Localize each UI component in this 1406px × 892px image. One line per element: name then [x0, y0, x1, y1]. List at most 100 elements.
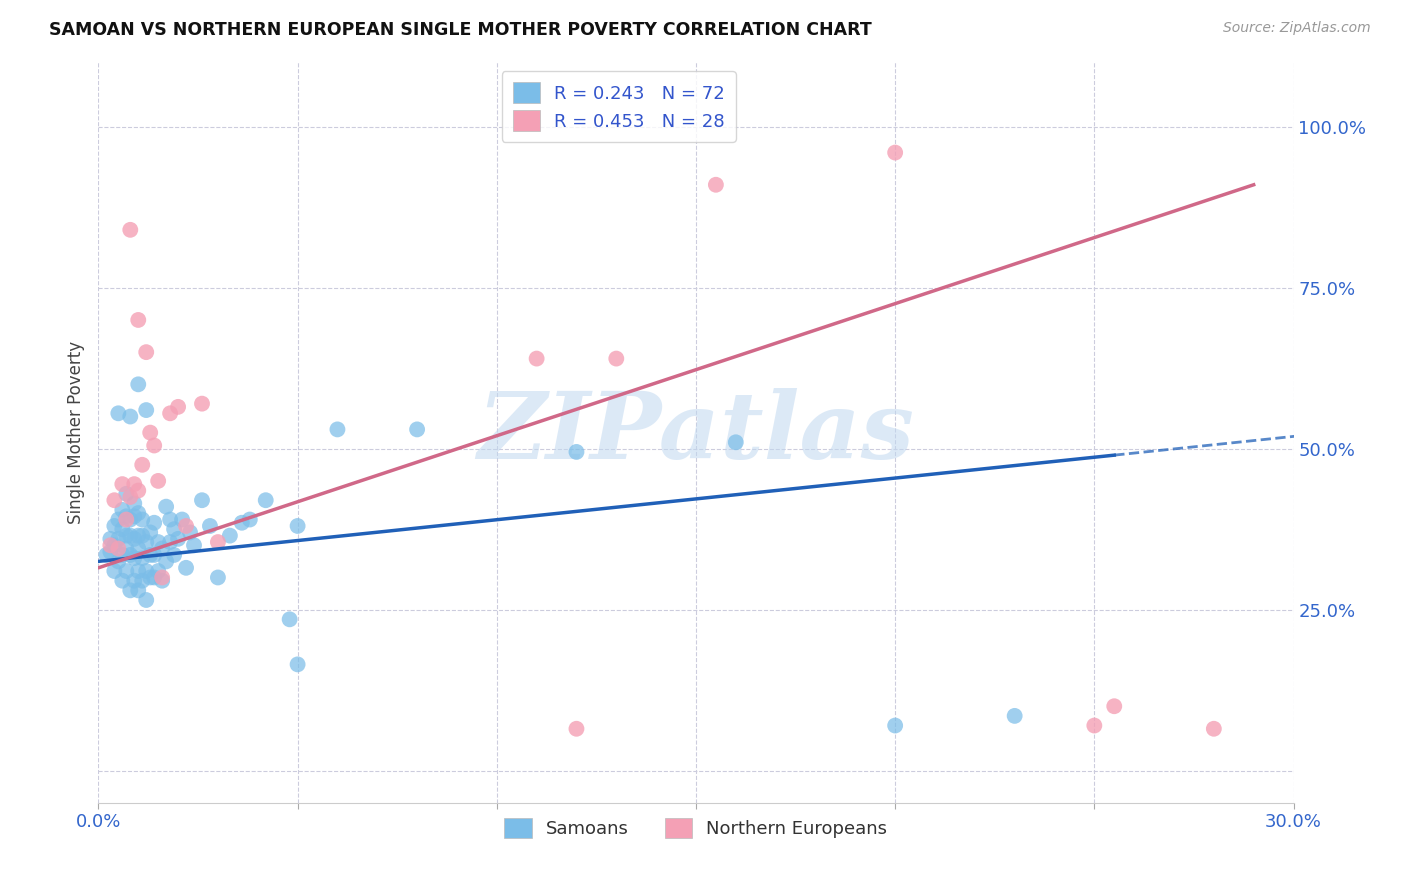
- Point: [1202, 722, 1225, 736]
- Point: [183, 538, 205, 552]
- Point: [150, 541, 173, 556]
- Point: [127, 313, 149, 327]
- Point: [724, 435, 747, 450]
- Point: [704, 178, 727, 192]
- Point: [1083, 718, 1105, 732]
- Point: [179, 525, 201, 540]
- Text: SAMOAN VS NORTHERN EUROPEAN SINGLE MOTHER POVERTY CORRELATION CHART: SAMOAN VS NORTHERN EUROPEAN SINGLE MOTHE…: [49, 21, 872, 38]
- Point: [107, 512, 129, 526]
- Point: [98, 538, 122, 552]
- Point: [239, 512, 262, 526]
- Point: [207, 535, 229, 549]
- Point: [159, 406, 181, 420]
- Point: [605, 351, 627, 366]
- Point: [167, 400, 190, 414]
- Point: [159, 535, 181, 549]
- Point: [231, 516, 253, 530]
- Point: [107, 554, 129, 568]
- Point: [131, 458, 153, 472]
- Point: [103, 564, 125, 578]
- Point: [135, 593, 157, 607]
- Point: [143, 438, 166, 452]
- Point: [127, 541, 149, 556]
- Point: [135, 535, 157, 549]
- Point: [115, 564, 138, 578]
- Point: [111, 503, 134, 517]
- Point: [143, 548, 166, 562]
- Point: [115, 528, 138, 542]
- Point: [135, 564, 157, 578]
- Point: [167, 532, 190, 546]
- Point: [148, 564, 170, 578]
- Point: [107, 406, 129, 420]
- Point: [135, 403, 157, 417]
- Point: [406, 422, 429, 436]
- Point: [150, 570, 173, 584]
- Point: [115, 512, 138, 526]
- Point: [124, 496, 146, 510]
- Point: [139, 570, 162, 584]
- Point: [139, 425, 162, 440]
- Text: Source: ZipAtlas.com: Source: ZipAtlas.com: [1223, 21, 1371, 35]
- Point: [107, 532, 129, 546]
- Point: [1104, 699, 1126, 714]
- Point: [103, 538, 125, 552]
- Point: [127, 583, 149, 598]
- Point: [96, 548, 118, 562]
- Point: [287, 519, 309, 533]
- Point: [326, 422, 349, 436]
- Point: [124, 551, 146, 566]
- Point: [120, 223, 142, 237]
- Point: [111, 548, 134, 562]
- Point: [139, 525, 162, 540]
- Point: [148, 535, 170, 549]
- Point: [884, 145, 907, 160]
- Point: [115, 541, 138, 556]
- Point: [131, 574, 153, 588]
- Point: [191, 397, 214, 411]
- Point: [120, 490, 142, 504]
- Point: [198, 519, 221, 533]
- Point: [127, 528, 149, 542]
- Point: [174, 561, 197, 575]
- Point: [174, 519, 197, 533]
- Point: [139, 548, 162, 562]
- Point: [254, 493, 277, 508]
- Point: [565, 445, 588, 459]
- Point: [120, 512, 142, 526]
- Point: [1004, 709, 1026, 723]
- Point: [124, 477, 146, 491]
- Point: [278, 612, 301, 626]
- Point: [111, 522, 134, 536]
- Point: [135, 345, 157, 359]
- Point: [287, 657, 309, 672]
- Point: [150, 574, 173, 588]
- Point: [98, 545, 122, 559]
- Point: [565, 722, 588, 736]
- Point: [148, 474, 170, 488]
- Point: [103, 519, 125, 533]
- Point: [172, 512, 194, 526]
- Point: [163, 548, 186, 562]
- Point: [526, 351, 548, 366]
- Point: [127, 377, 149, 392]
- Point: [115, 487, 138, 501]
- Point: [884, 718, 907, 732]
- Point: [127, 483, 149, 498]
- Point: [120, 409, 142, 424]
- Point: [124, 532, 146, 546]
- Point: [120, 528, 142, 542]
- Point: [103, 493, 125, 508]
- Point: [191, 493, 214, 508]
- Point: [127, 564, 149, 578]
- Point: [131, 551, 153, 566]
- Point: [131, 512, 153, 526]
- Point: [98, 532, 122, 546]
- Point: [111, 574, 134, 588]
- Point: [107, 541, 129, 556]
- Point: [131, 528, 153, 542]
- Point: [143, 570, 166, 584]
- Point: [127, 506, 149, 520]
- Text: ZIPatlas: ZIPatlas: [478, 388, 914, 477]
- Legend: Samoans, Northern Europeans: Samoans, Northern Europeans: [498, 810, 894, 846]
